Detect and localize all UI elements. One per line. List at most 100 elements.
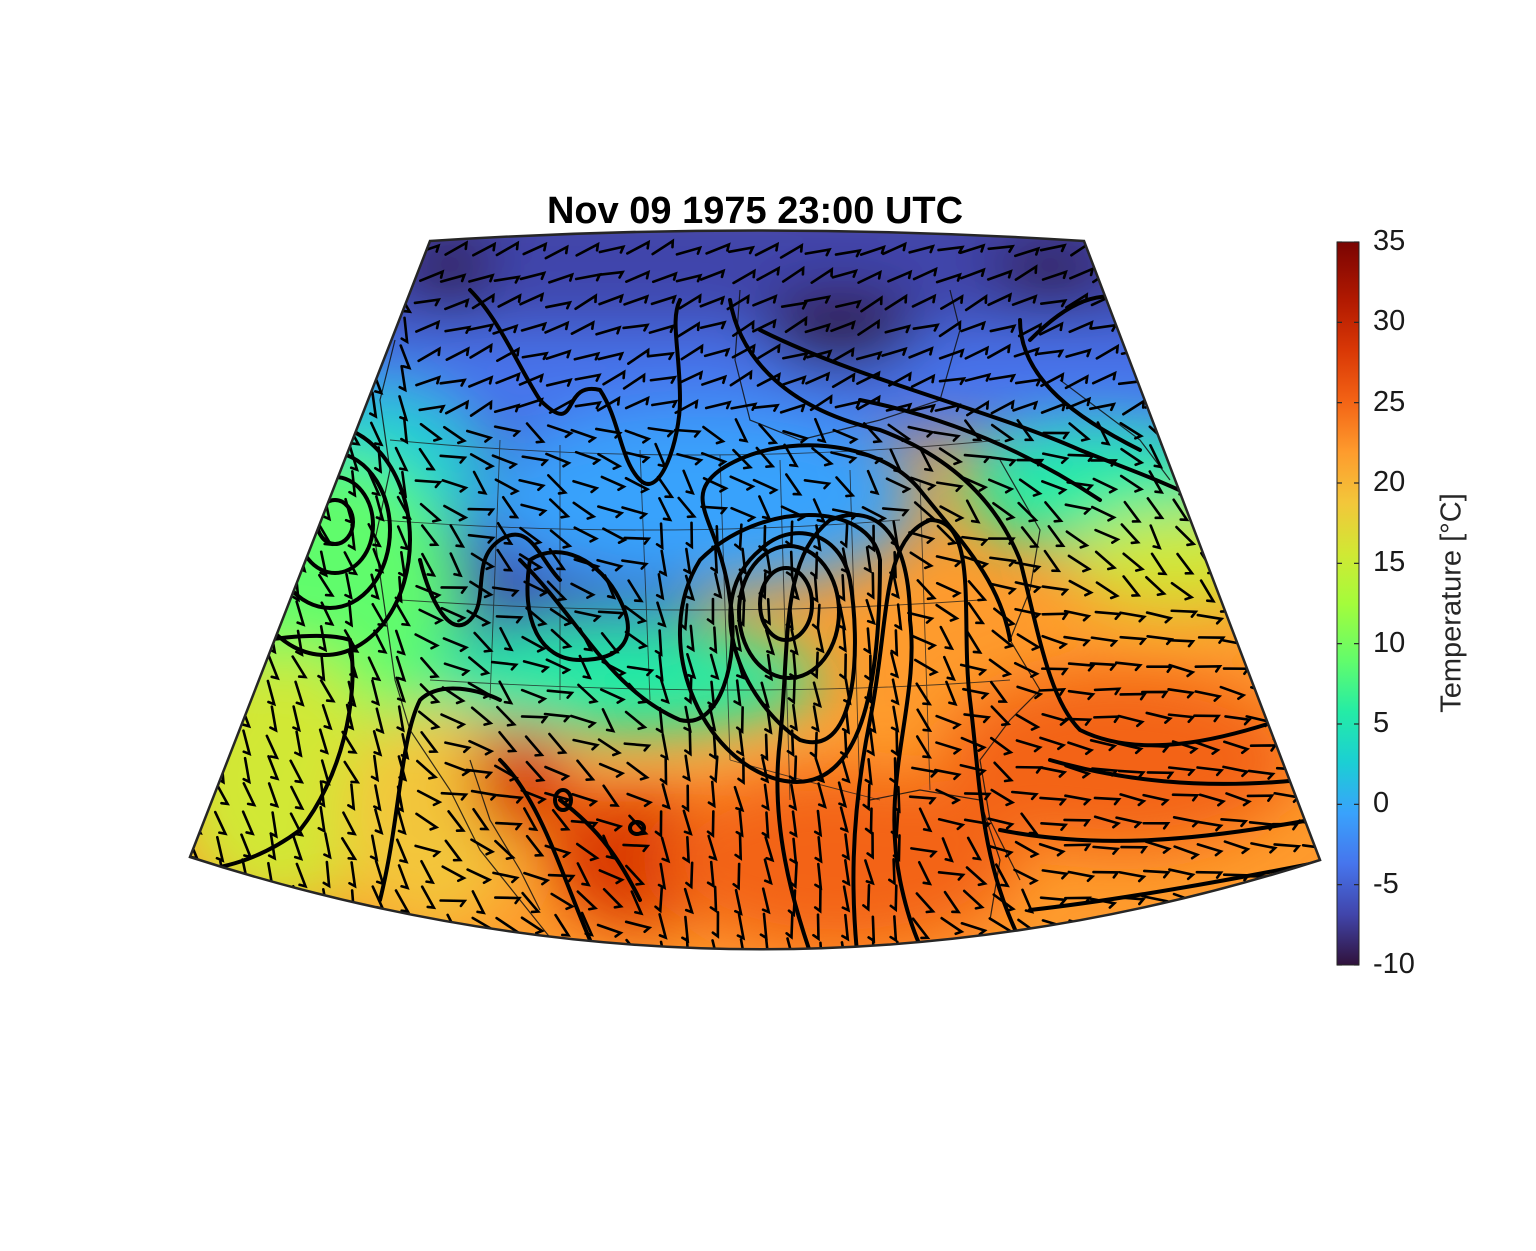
wind-barb (1063, 609, 1092, 622)
wind-barb (787, 889, 797, 918)
wind-barb (496, 705, 517, 727)
wind-barb (466, 609, 492, 627)
wind-barb (1065, 348, 1092, 358)
wind-barb (293, 264, 308, 290)
wind-barb (216, 600, 227, 627)
wind-barb (465, 768, 494, 779)
wind-barb (1012, 400, 1039, 412)
wind-barb (785, 911, 794, 940)
wind-barb (292, 365, 302, 393)
wind-barb (1250, 451, 1276, 470)
wind-barb (449, 524, 466, 548)
wind-barb (236, 472, 254, 496)
wind-barb (1302, 351, 1320, 361)
wind-barb (789, 628, 799, 656)
wind-barb (469, 453, 495, 470)
wind-barb (936, 524, 958, 546)
wind-barb (809, 394, 833, 412)
wind-barb (468, 656, 491, 676)
wind-barb (840, 547, 850, 575)
wind-barb (548, 498, 571, 519)
wind-barb (444, 240, 469, 256)
wind-barb (548, 398, 573, 414)
wind-barb (1226, 499, 1248, 520)
wind-barb (708, 732, 717, 761)
wind-barb (471, 292, 495, 310)
wind-barb (626, 792, 653, 808)
wind-barb (1224, 552, 1251, 569)
wind-barb (1272, 265, 1297, 282)
wind-barb (658, 913, 668, 940)
wind-barb (190, 860, 201, 887)
wind-barb (1039, 299, 1068, 308)
wind-barb (857, 318, 880, 336)
wind-barb (1199, 243, 1223, 260)
wind-barb (343, 551, 359, 576)
wind-barb (525, 606, 548, 627)
wind-barb (964, 419, 983, 442)
wind-barb (841, 707, 851, 735)
wind-barb (495, 615, 524, 624)
wind-barb (1306, 499, 1319, 525)
wind-barb (1222, 920, 1250, 935)
wind-barb (1118, 896, 1146, 906)
wind-barb (340, 837, 358, 861)
wind-barb (990, 788, 1016, 807)
wind-barb (466, 868, 493, 885)
wind-barb (699, 320, 727, 330)
wind-barb (472, 807, 490, 831)
wind-barb (650, 294, 677, 306)
wind-barb (439, 378, 467, 387)
wind-barb (1223, 976, 1247, 981)
wind-barb (242, 966, 248, 989)
wind-barb (762, 598, 771, 626)
wind-barb (1142, 344, 1167, 362)
wind-barb (1119, 692, 1148, 701)
wind-barb (603, 574, 617, 600)
wind-barb (1221, 296, 1249, 305)
wind-barb (470, 838, 496, 856)
wind-barb (683, 547, 692, 576)
wind-barb (1038, 688, 1067, 696)
wind-barb (239, 239, 250, 266)
wind-barb (449, 552, 463, 578)
wind-barb (190, 810, 203, 835)
wind-barb (729, 475, 756, 491)
wind-barb (465, 429, 494, 443)
wind-barb (1013, 661, 1040, 678)
wind-barb (369, 834, 379, 862)
wind-barb (523, 807, 539, 832)
wind-barb (520, 503, 548, 517)
wind-barb (394, 889, 411, 913)
wind-barb (834, 248, 862, 258)
wind-barb (594, 427, 623, 439)
wind-barb (1220, 818, 1249, 828)
wind-barb (395, 676, 407, 703)
wind-barb (935, 942, 960, 950)
wind-barb (295, 290, 309, 316)
wind-barb (400, 732, 410, 760)
wind-barb (323, 832, 332, 860)
wind-barb (397, 550, 407, 579)
wind-barb (1063, 635, 1091, 647)
wind-barb (367, 656, 382, 682)
wind-barb (935, 555, 964, 568)
wind-barb (577, 683, 599, 704)
wind-barb (1014, 581, 1043, 594)
wind-barb (242, 312, 256, 339)
wind-barb (472, 470, 488, 495)
wind-barb (805, 371, 831, 385)
wind-barb (1253, 522, 1268, 548)
wind-barb (240, 833, 253, 859)
colorbar-tick-label: 30 (1373, 305, 1406, 338)
wind-barb (992, 893, 1016, 913)
wind-barb (342, 317, 355, 343)
wind-barb (289, 759, 305, 784)
wind-barb (242, 291, 257, 316)
wind-barb (493, 425, 522, 437)
wind-barb (761, 887, 771, 915)
wind-barb (317, 780, 326, 808)
wind-barb (1272, 635, 1300, 648)
wind-barb (782, 351, 810, 361)
wind-barb (683, 965, 688, 989)
